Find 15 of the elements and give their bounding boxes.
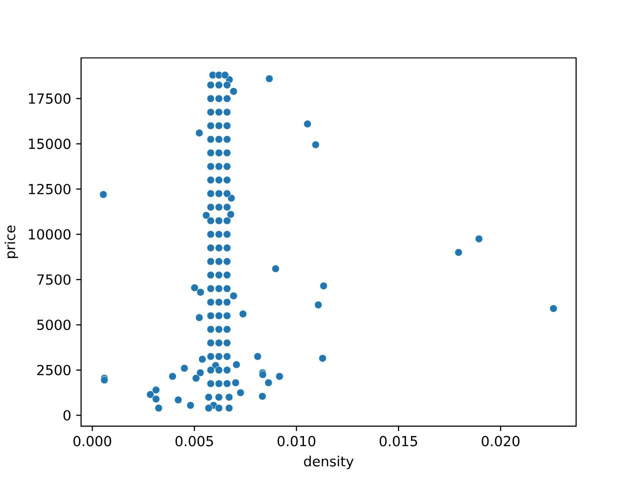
y-tick-label: 0: [64, 410, 70, 420]
y-tick-label: 15000: [28, 138, 70, 150]
y-tick-label: 17500: [28, 93, 70, 104]
y-tick-label: 7500: [37, 274, 70, 285]
x-tick-label: 0.015: [380, 436, 418, 446]
x-tick-label: 0.000: [73, 436, 112, 446]
x-tick-label: 0.010: [278, 436, 316, 446]
x-tick-label: 0.005: [176, 436, 213, 446]
y-axis-title: price: [4, 226, 18, 258]
y-tick-label: 2500: [37, 364, 70, 376]
x-axis-title: density: [304, 456, 354, 470]
y-tick-label: 10000: [28, 229, 70, 240]
y-tick-label: 12500: [28, 184, 70, 194]
y-tick-label: 5000: [37, 320, 70, 330]
x-tick-label: 0.020: [482, 436, 520, 446]
